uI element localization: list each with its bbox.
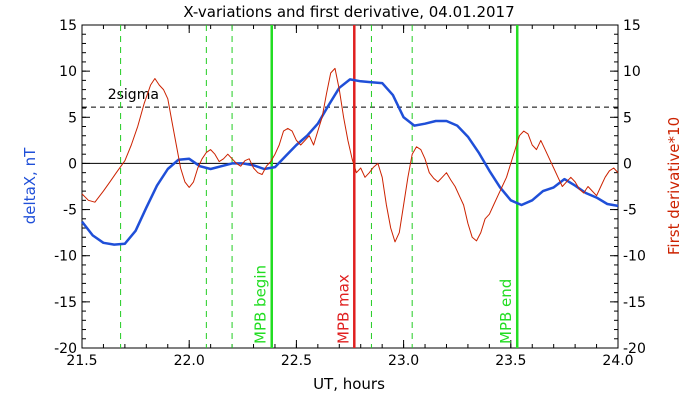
- x-axis-label: UT, hours: [313, 375, 385, 393]
- y-tick-label-right: 0: [623, 156, 632, 172]
- y-tick-label-right: -5: [623, 203, 637, 219]
- threshold-label: 2sigma: [108, 87, 159, 103]
- y-tick-label-right: -10: [623, 249, 646, 265]
- marker-label-mpb-max: MPB max: [334, 274, 352, 344]
- chart-title: X-variations and first derivative, 04.01…: [183, 3, 514, 21]
- y-tick-label-right: 5: [623, 110, 632, 126]
- plot-area: 21.5 22.0 22.5 23.0 23.5 24.0 15 15 10 10 5 5 0 0 -5 -5…: [54, 18, 646, 369]
- y-tick-label-left: 15: [59, 18, 77, 34]
- y-tick-label-left: 0: [68, 156, 77, 172]
- y-axis-label-right: First derivative*10: [665, 117, 683, 255]
- plot-frame: [81, 24, 619, 349]
- marker-label-mpb-begin: MPB begin: [252, 265, 270, 344]
- marker-label-mpb-end: MPB end: [497, 279, 515, 344]
- y-tick-label-left: -5: [63, 203, 77, 219]
- y-axis-label-left: deltaX, nT: [21, 147, 39, 224]
- x-tick-label: 22.5: [281, 353, 312, 369]
- x-tick-label: 24.0: [602, 353, 633, 369]
- y-tick-label-left: 10: [59, 64, 77, 80]
- y-tick-label-left: 5: [68, 110, 77, 126]
- y-tick-label-left: -15: [54, 295, 77, 311]
- series-derivative-line: [81, 67, 619, 243]
- y-tick-label-right: -15: [623, 295, 646, 311]
- y-tick-label-left: -10: [54, 249, 77, 265]
- x-tick-label: 23.5: [495, 353, 526, 369]
- x-tick-label: 21.5: [66, 353, 97, 369]
- y-tick-label-left: -20: [54, 341, 77, 357]
- x-tick-label: 23.0: [388, 353, 419, 369]
- series-deltax-line: [81, 78, 619, 246]
- y-tick-label-right: -20: [623, 341, 646, 357]
- x-tick-label: 22.0: [174, 353, 205, 369]
- y-tick-label-right: 10: [623, 64, 641, 80]
- y-tick-label-right: 15: [623, 18, 641, 34]
